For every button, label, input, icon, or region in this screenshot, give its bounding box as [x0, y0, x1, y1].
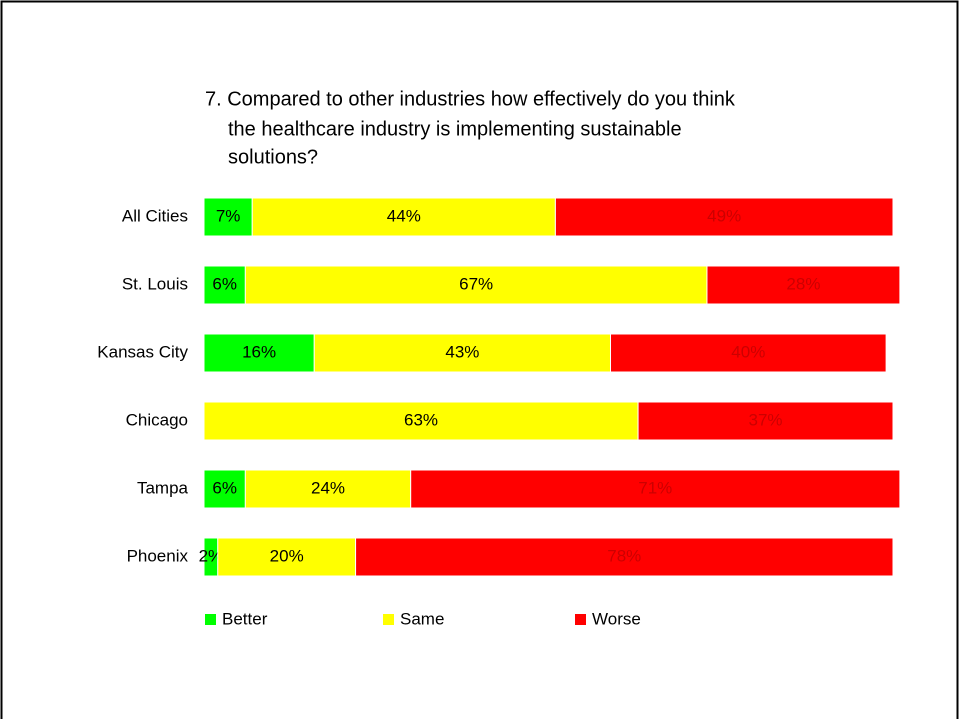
y-tick-label: Chicago — [126, 410, 188, 429]
data-label: 71% — [638, 478, 672, 497]
data-label: 40% — [731, 342, 765, 361]
data-label: 6% — [212, 478, 237, 497]
bar-segment — [410, 469, 901, 509]
bar-segment — [244, 469, 412, 509]
y-tick-label: Tampa — [137, 478, 189, 497]
data-label: 24% — [311, 478, 345, 497]
legend-swatch — [205, 614, 216, 625]
bar-segment — [637, 401, 894, 441]
legend-swatch — [383, 614, 394, 625]
data-label: 28% — [786, 274, 820, 293]
data-label: 37% — [749, 410, 783, 429]
chart-title: 7. Compared to other industries how effe… — [205, 88, 736, 110]
data-label: 6% — [212, 274, 237, 293]
legend-label: Worse — [592, 609, 641, 628]
data-label: 44% — [387, 206, 421, 225]
bar-segment — [554, 197, 894, 237]
legend-swatch — [575, 614, 586, 625]
bar-segment — [217, 537, 357, 577]
chart-title: the healthcare industry is implementing … — [228, 118, 682, 140]
data-label: 20% — [270, 546, 304, 565]
legend-label: Same — [400, 609, 444, 628]
bar-segment — [355, 537, 894, 577]
data-label: 67% — [459, 274, 493, 293]
data-label: 2% — [199, 546, 224, 565]
y-tick-label: St. Louis — [122, 274, 188, 293]
data-label: 63% — [404, 410, 438, 429]
bar-segment — [203, 401, 639, 441]
data-label: 7% — [216, 206, 241, 225]
chart-title: solutions? — [228, 146, 318, 168]
data-label: 43% — [445, 342, 479, 361]
data-label: 49% — [707, 206, 741, 225]
y-tick-label: Phoenix — [127, 546, 189, 565]
bar-segment — [251, 197, 556, 237]
data-label: 78% — [607, 546, 641, 565]
y-tick-label: Kansas City — [97, 342, 188, 361]
bar-segment — [610, 333, 887, 373]
data-label: 16% — [242, 342, 276, 361]
y-tick-label: All Cities — [122, 206, 188, 225]
bar-segment — [706, 265, 901, 305]
legend-label: Better — [222, 609, 268, 628]
